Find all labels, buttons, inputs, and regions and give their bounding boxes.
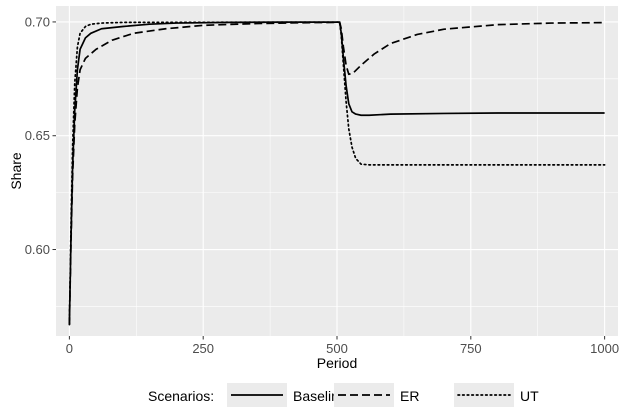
legend-label-ut: UT [520,388,539,404]
x-axis: 0 250 500 750 1000 [66,336,619,356]
x-tick-label: 750 [460,341,482,356]
x-tick-label: 1000 [590,341,619,356]
x-tick-label: 0 [66,341,73,356]
y-tick-label: 0.70 [25,14,50,29]
x-axis-title: Period [317,355,357,371]
y-tick-label: 0.60 [25,242,50,257]
y-axis: 0.60 0.65 0.70 [25,14,56,257]
series-layer [68,21,606,326]
x-tick-label: 250 [192,341,214,356]
y-tick-label: 0.65 [25,128,50,143]
x-tick-label: 500 [326,341,348,356]
series-line-er [68,21,605,325]
y-axis-title: Share [8,152,24,190]
legend: Scenarios: Baseline ER UT [148,383,539,407]
legend-title: Scenarios: [148,388,214,404]
legend-label-er: ER [400,388,419,404]
legend-label-baseline: Baseline [293,388,347,404]
series-line-ut [68,21,606,326]
